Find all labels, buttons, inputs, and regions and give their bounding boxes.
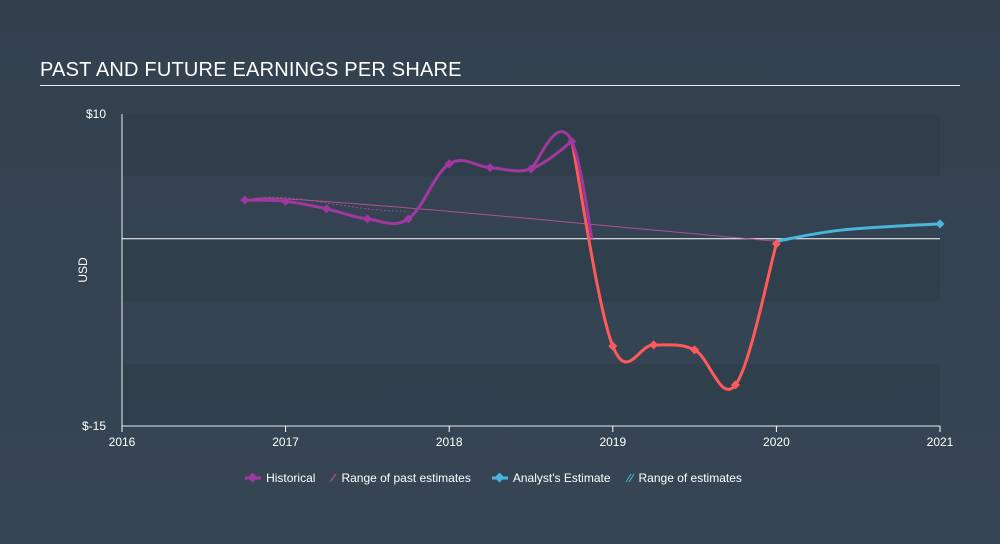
historical-point-11 <box>690 345 700 355</box>
legend-analyst-label: Analyst's Estimate <box>512 471 611 485</box>
x-tick-label-2021: 2021 <box>927 435 954 449</box>
legend-range-est-label: Range of estimates <box>638 471 742 485</box>
historical-point-12 <box>731 380 740 390</box>
historical-point-1 <box>281 196 291 206</box>
legend-analyst-swatch <box>491 473 508 483</box>
historical-point-7 <box>526 164 536 174</box>
title-divider <box>40 85 960 86</box>
label-layer: 2016 2017 2018 2019 2020 2021 $10 $-15 USD <box>76 107 954 449</box>
grid-band <box>122 363 940 426</box>
analyst-estimate-line <box>776 222 941 243</box>
legend: Historical Range of past estimates Analy… <box>0 468 1000 488</box>
historical-point-6 <box>485 163 495 173</box>
y-tick-label-bottom: $-15 <box>82 419 106 433</box>
legend-range-past[interactable]: Range of past estimates <box>329 471 471 485</box>
historical-line-negative <box>570 141 778 391</box>
historical-line-crossing <box>529 130 594 239</box>
historical-point-9 <box>608 341 618 351</box>
y-tick-label-top: $10 <box>86 107 106 121</box>
legend-range-past-swatch <box>329 473 337 483</box>
chart-bands <box>122 114 940 426</box>
historical-point-3 <box>362 214 372 224</box>
historical-point-4 <box>403 214 413 224</box>
legend-range-est[interactable]: Range of estimates <box>625 471 742 485</box>
legend-historical[interactable]: Historical <box>244 471 315 485</box>
legend-range-est-swatch <box>625 473 634 483</box>
legend-historical-swatch <box>245 473 262 483</box>
x-tick-label-2017: 2017 <box>272 435 299 449</box>
historical-point-5 <box>444 159 454 169</box>
x-tick-label-2016: 2016 <box>109 435 136 449</box>
historical-point-13 <box>771 239 781 249</box>
eps-chart: 2016 2017 2018 2019 2020 2021 $10 $-15 USD <box>76 107 954 449</box>
analyst-estimate-point <box>935 219 945 229</box>
x-tick-label-2018: 2018 <box>436 435 463 449</box>
range-past-line-upper <box>244 196 409 212</box>
historical-point-8 <box>567 136 577 146</box>
x-tick-label-2019: 2019 <box>599 435 626 449</box>
historical-point-0 <box>240 195 250 205</box>
marker-layer <box>240 136 945 390</box>
historical-point-2 <box>322 204 331 214</box>
x-tick-label-2020: 2020 <box>763 435 790 449</box>
grid-band <box>122 238 940 302</box>
historical-point-10 <box>649 340 659 350</box>
legend-range-past-label: Range of past estimates <box>341 471 471 485</box>
legend-analyst[interactable]: Analyst's Estimate <box>491 471 611 485</box>
legend-historical-label: Historical <box>266 471 316 485</box>
chart-axes <box>121 114 941 432</box>
y-axis-label: USD <box>76 257 90 283</box>
chart-title: PAST AND FUTURE EARNINGS PER SHARE <box>40 59 462 81</box>
